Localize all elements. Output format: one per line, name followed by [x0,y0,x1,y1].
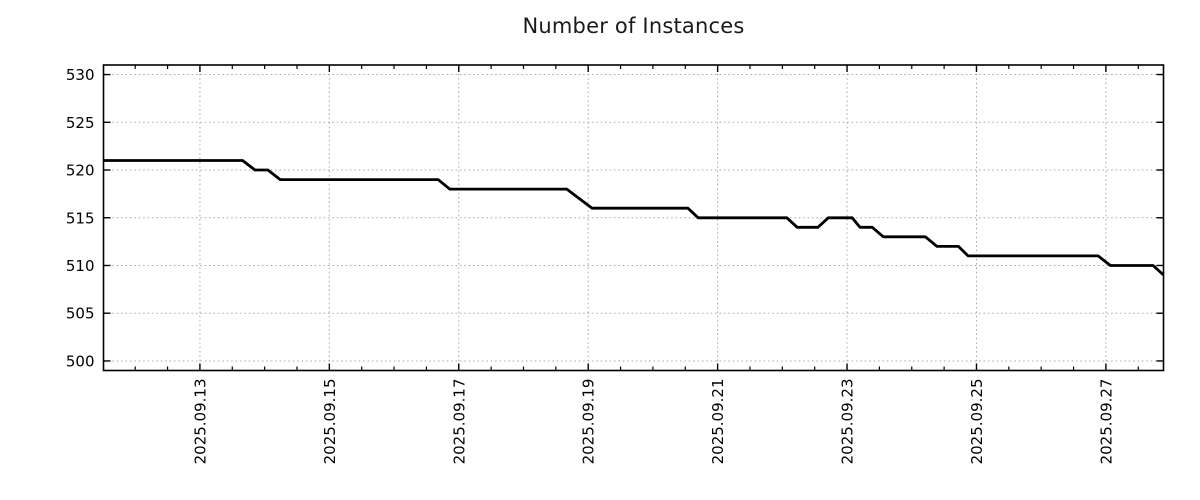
y-tick-label: 505 [66,305,95,323]
y-tick-label: 500 [66,352,95,370]
y-tick-label: 525 [66,114,95,132]
x-tick-label: 2025.09.23 [839,379,857,465]
x-tick-label: 2025.09.15 [321,379,339,465]
x-tick-label: 2025.09.17 [450,379,468,465]
y-tick-label: 530 [66,66,95,84]
y-tick-label: 510 [66,257,95,275]
x-tick-label: 2025.09.27 [1097,379,1115,465]
chart-title: Number of Instances [522,14,745,38]
y-tick-label: 520 [66,162,95,180]
plot-border [102,64,1165,372]
x-tick-label: 2025.09.25 [968,379,986,465]
x-tick-label: 2025.09.19 [580,379,598,465]
x-tick-label: 2025.09.21 [709,379,727,465]
y-tick-label: 515 [66,209,95,227]
data-line-instances [103,159,1165,277]
x-tick-label: 2025.09.13 [191,379,209,465]
